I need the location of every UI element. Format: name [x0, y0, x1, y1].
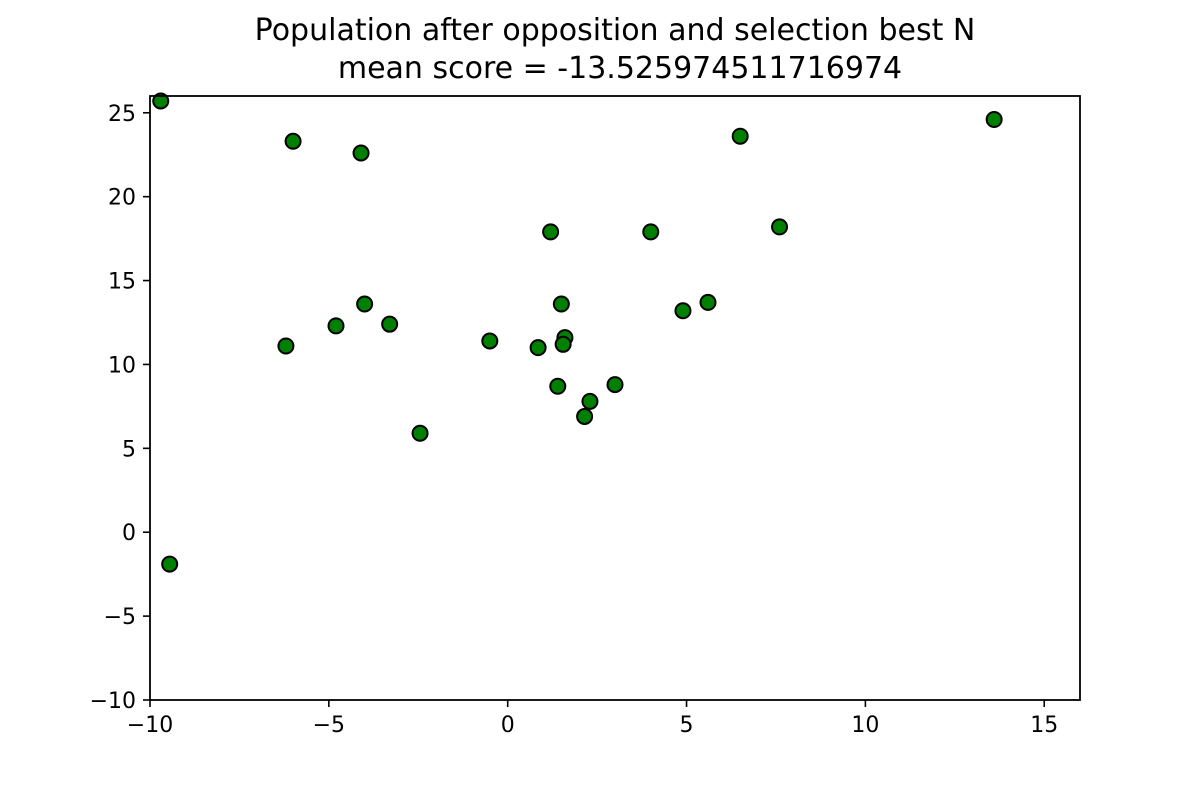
y-tick-label: 15 [108, 270, 136, 295]
scatter-point [985, 110, 1003, 128]
scatter-point [549, 377, 567, 395]
scatter-point [284, 132, 302, 150]
y-tick-label: −10 [90, 689, 136, 714]
scatter-point [554, 335, 572, 353]
scatter-point [606, 376, 624, 394]
plot-frame [149, 95, 1081, 701]
scatter-point [352, 144, 370, 162]
scatter-point [481, 332, 499, 350]
y-tick-label: 5 [122, 437, 136, 462]
scatter-point [411, 424, 429, 442]
scatter-point [552, 295, 570, 313]
y-tick-label: 0 [122, 521, 136, 546]
scatter-point [356, 295, 374, 313]
x-tick-label: −10 [127, 713, 173, 738]
y-tick-label: 20 [108, 186, 136, 211]
scatter-points [152, 92, 1003, 573]
scatter-point [674, 302, 692, 320]
x-tick-label: 15 [1030, 713, 1058, 738]
scatter-point [581, 392, 599, 410]
y-tick-label: 25 [108, 102, 136, 127]
x-tick-label: 0 [501, 713, 515, 738]
scatter-point [327, 317, 345, 335]
scatter-point [642, 223, 660, 241]
scatter-point [277, 337, 295, 355]
scatter-point [161, 555, 179, 573]
scatter-point [771, 218, 789, 236]
scatter-point [529, 339, 547, 357]
scatter-point [699, 293, 717, 311]
scatter-point [576, 407, 594, 425]
chart-title: Population after opposition and selectio… [255, 13, 976, 48]
scatter-point [152, 92, 170, 110]
axis-ticks: −10 −5 0 5 10 15 −10 −5 0 5 10 15 20 25 [90, 102, 1059, 738]
scatter-point [542, 223, 560, 241]
scatter-point [731, 127, 749, 145]
y-tick-label: 10 [108, 353, 136, 378]
x-tick-label: 10 [851, 713, 879, 738]
scatter-point [381, 315, 399, 333]
chart-subtitle: mean score = -13.525974511716974 [338, 51, 902, 86]
x-tick-label: 5 [680, 713, 694, 738]
x-tick-label: −5 [313, 713, 345, 738]
y-tick-label: −5 [104, 605, 136, 630]
